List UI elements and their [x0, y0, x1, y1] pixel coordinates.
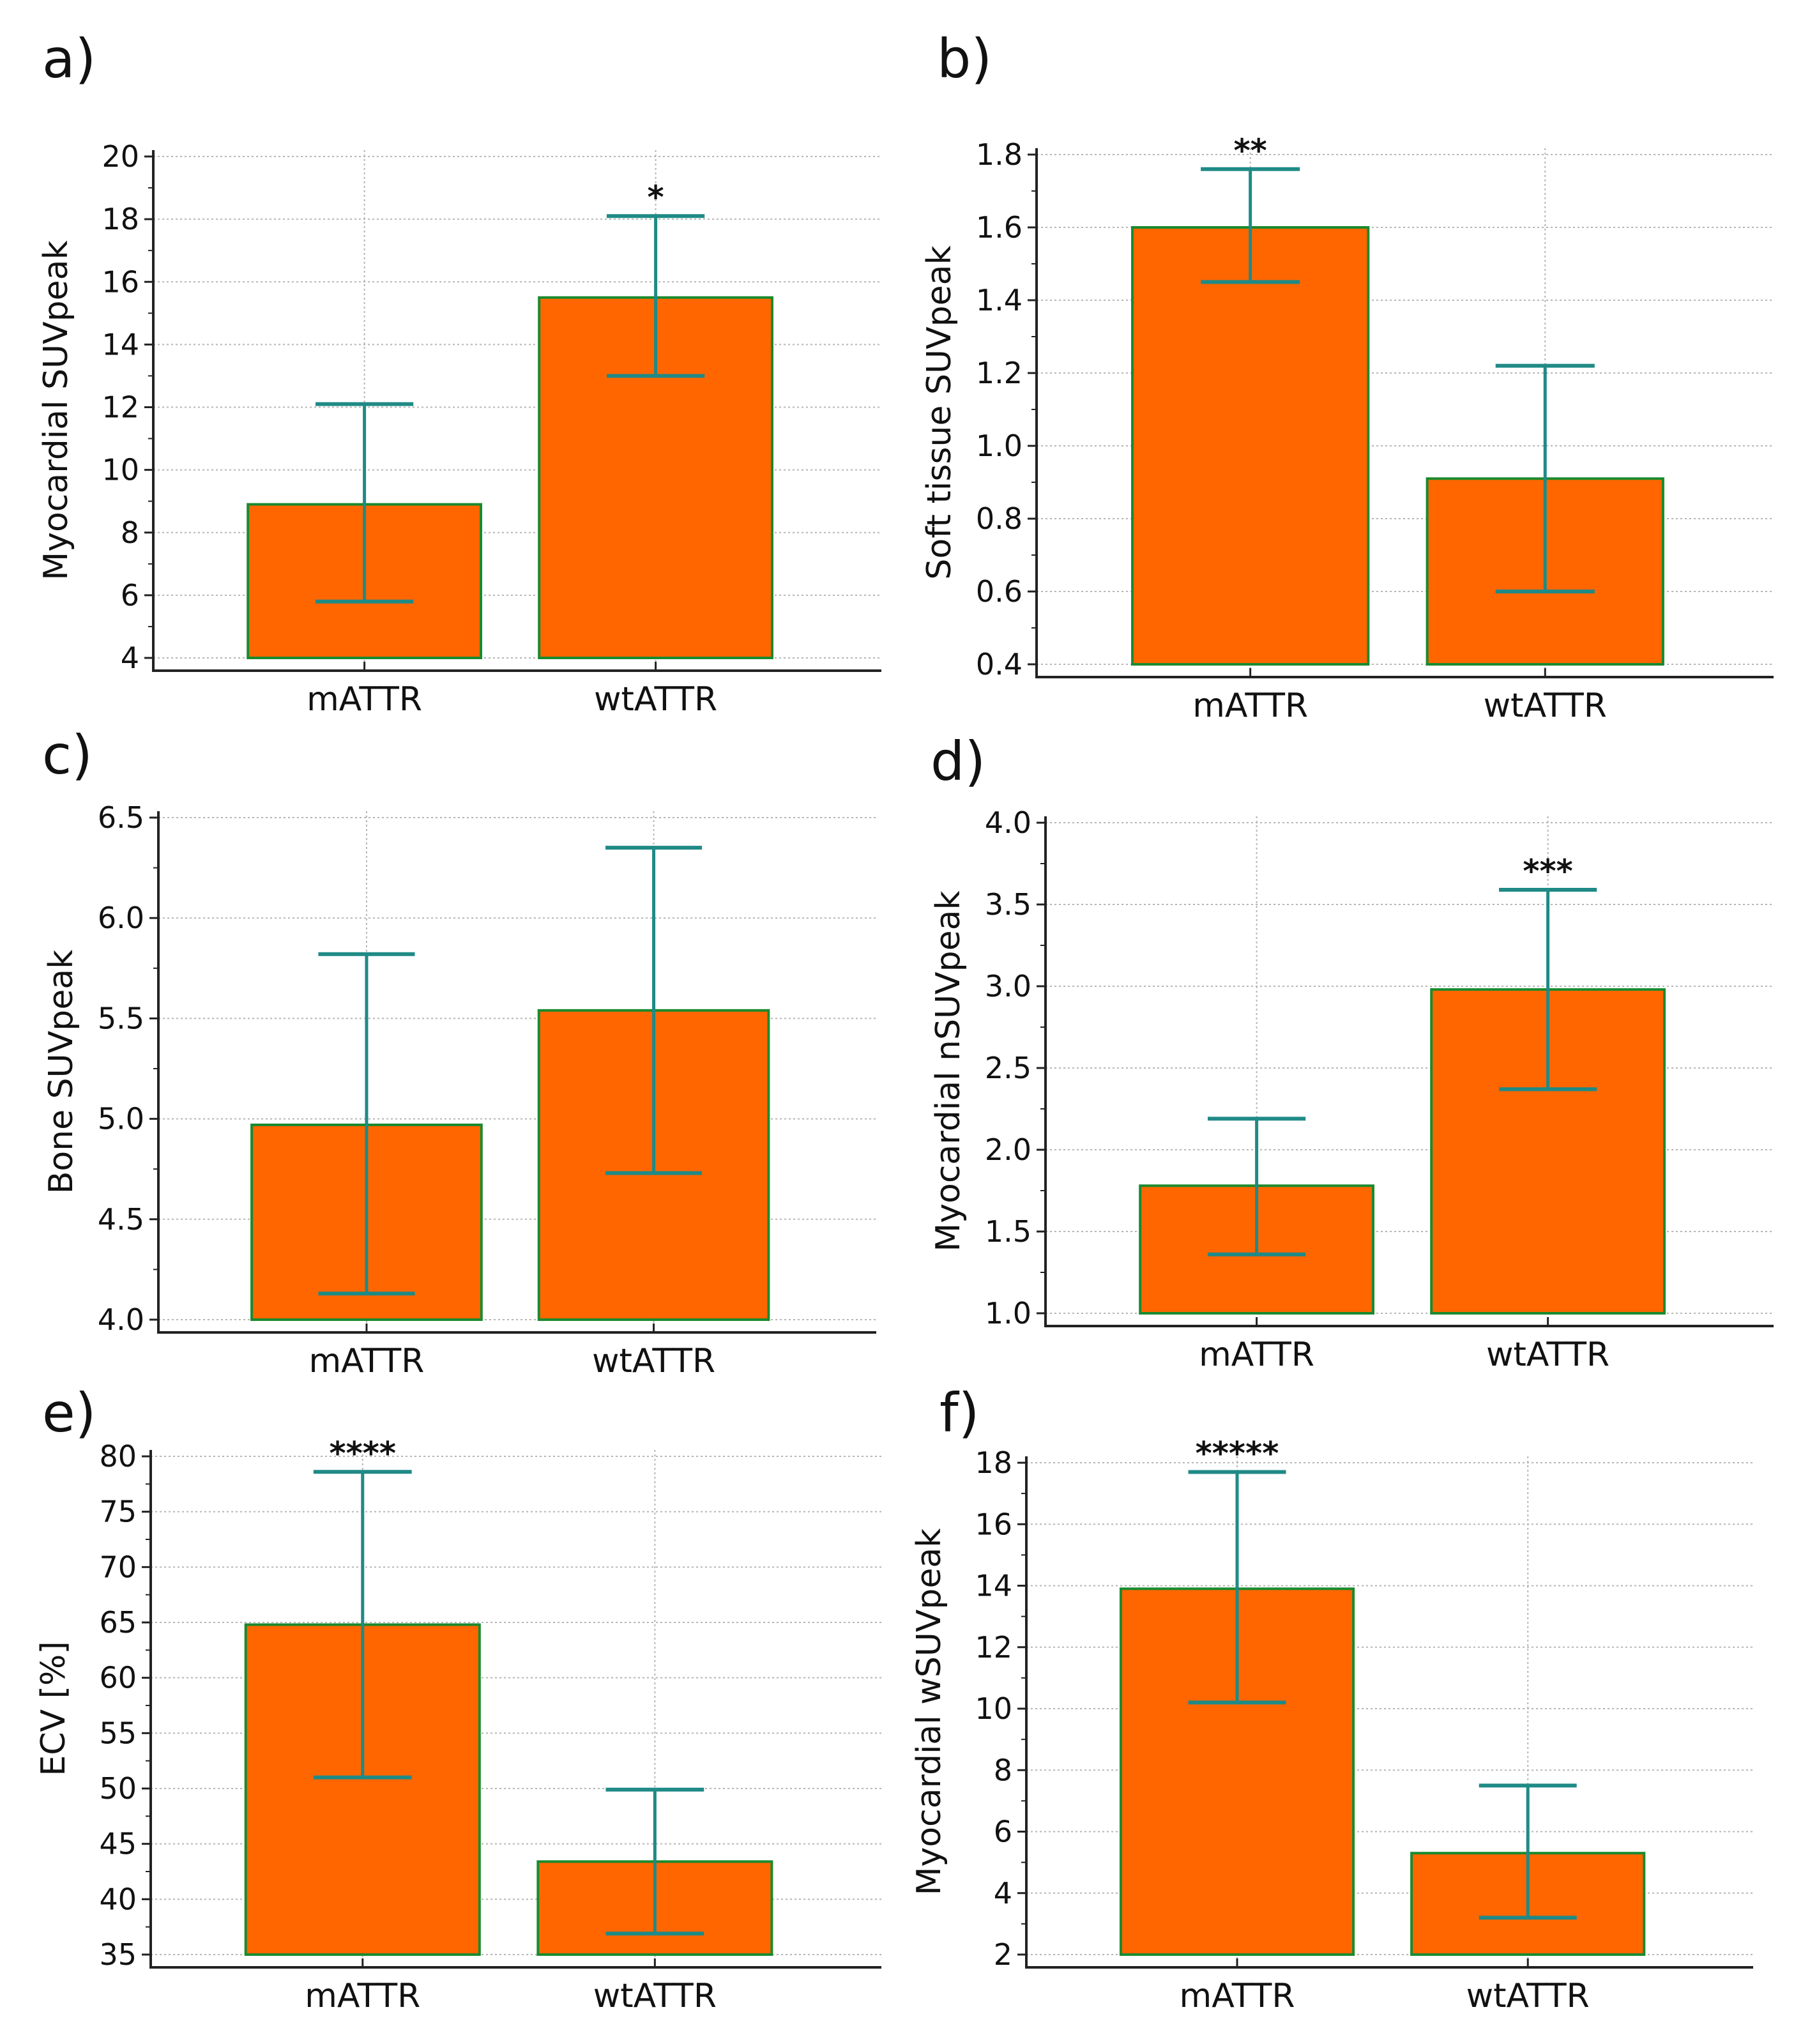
y-tick-label: 1.6: [976, 210, 1023, 245]
chart-c-svg: 4.0 4.5 5.0 5.5 6.0 6.5 mATTR wtATTR Bone SUVpea…: [42, 800, 876, 1380]
y-tick-label: 16: [102, 264, 139, 299]
chart-a-svg: * 4 6 8 10 12 14 16 18 20 mATTR wtATTR Myocardial SU…: [37, 139, 881, 719]
significance-marker-mATTR: **: [1234, 132, 1267, 169]
y-axis-label: Bone SUVpeak: [42, 950, 80, 1194]
y-tick-label: 80: [99, 1439, 137, 1474]
panel-label-d: d): [931, 730, 986, 793]
significance-marker-mATTR: ****: [329, 1435, 396, 1472]
y-tick-label: 4.0: [98, 1302, 144, 1337]
x-category-label-wtATTR: wtATTR: [1484, 687, 1607, 725]
y-tick-label: 4: [121, 641, 139, 675]
x-category-label-wtATTR: wtATTR: [593, 1977, 717, 2015]
y-axis-label: Soft tissue SUVpeak: [920, 245, 959, 579]
x-category-label-wtATTR: wtATTR: [1486, 1336, 1609, 1374]
y-tick-label: 6: [121, 578, 139, 613]
chart-f-svg: ***** 2 4 6 8 10 12 14 16 18 mATTR wtATTR Myocardial…: [910, 1435, 1753, 2015]
chart-panel-d: d) *** 1.0 1.5 2.0 2.5 3.0 3.5 4.0 mATTR wtATTR My…: [905, 703, 1810, 1374]
y-tick-label: 18: [975, 1445, 1012, 1480]
y-tick-label: 6: [994, 1815, 1012, 1849]
chart-panel-c: c) 4.0 4.5 5.0 5.5 6.0 6.5 mATTR wtATTR Bone SUV…: [0, 703, 905, 1380]
y-tick-label: 0.6: [976, 574, 1023, 609]
y-tick-label: 70: [99, 1550, 137, 1584]
x-category-label-wtATTR: wtATTR: [592, 1342, 715, 1380]
y-tick-label: 3.5: [985, 887, 1031, 922]
y-tick-label: 1.2: [976, 356, 1023, 390]
y-tick-label: 1.5: [985, 1214, 1031, 1249]
y-tick-label: 10: [975, 1691, 1012, 1726]
y-tick-label: 4.5: [98, 1202, 144, 1237]
x-category-label-wtATTR: wtATTR: [1466, 1977, 1590, 2015]
y-tick-label: 18: [102, 202, 139, 236]
y-tick-label: 1.0: [976, 429, 1023, 463]
y-tick-label: 0.4: [976, 647, 1023, 682]
y-tick-label: 5.0: [98, 1102, 144, 1136]
y-tick-label: 10: [102, 453, 139, 487]
significance-marker-mATTR: *****: [1196, 1435, 1279, 1472]
y-tick-label: 20: [102, 139, 139, 174]
y-tick-label: 4.0: [985, 805, 1031, 840]
y-tick-label: 3.0: [985, 969, 1031, 1003]
y-tick-label: 75: [99, 1495, 137, 1529]
panel-label-b: b): [937, 27, 992, 90]
y-tick-label: 2: [994, 1937, 1012, 1972]
y-tick-label: 1.8: [976, 137, 1023, 172]
y-tick-label: 2.5: [985, 1051, 1031, 1085]
chart-panel-b: b) ** 0.4 0.6 0.8 1.0 1.2 1.4 1.6 1.8 mATTR wtATTR…: [905, 0, 1810, 735]
y-tick-label: 6.0: [98, 901, 144, 935]
bar-mATTR: [1131, 226, 1370, 666]
significance-marker-wtATTR: ***: [1523, 853, 1572, 890]
y-tick-label: 14: [975, 1569, 1012, 1603]
y-tick-label: 5.5: [98, 1001, 144, 1035]
chart-panel-e: e) **** 35 40 45 50 55 60 65 70 75 80 mATTR wtATTR EC…: [0, 1373, 905, 2044]
y-tick-label: 50: [99, 1771, 137, 1806]
y-tick-label: 12: [102, 390, 139, 425]
y-tick-label: 8: [121, 515, 139, 550]
y-tick-label: 2.0: [985, 1133, 1031, 1167]
y-tick-label: 55: [99, 1716, 137, 1750]
y-tick-label: 60: [99, 1661, 137, 1695]
panel-label-f: f): [939, 1382, 980, 1444]
panel-label-a: a): [42, 27, 96, 90]
x-category-label-mATTR: mATTR: [308, 1342, 424, 1380]
y-tick-label: 14: [102, 327, 139, 362]
significance-marker-wtATTR: *: [648, 179, 664, 216]
x-category-label-mATTR: mATTR: [1192, 687, 1308, 725]
y-tick-label: 1.0: [985, 1296, 1031, 1331]
y-axis-label: Myocardial wSUVpeak: [910, 1529, 948, 1896]
y-tick-label: 1.4: [976, 283, 1023, 317]
y-axis-label: Myocardial SUVpeak: [37, 240, 75, 580]
y-tick-label: 40: [99, 1882, 137, 1916]
x-category-label-wtATTR: wtATTR: [594, 680, 717, 719]
panel-label-c: c): [42, 724, 93, 786]
y-tick-label: 6.5: [98, 800, 144, 835]
chart-e-svg: **** 35 40 45 50 55 60 65 70 75 80 mATTR wtATTR ECV […: [34, 1435, 881, 2015]
y-axis-label: Myocardial nSUVpeak: [929, 890, 968, 1251]
chart-panel-a: a) * 4 6 8 10 12 14 16 18 20 mATTR wtATTR Myocardial…: [0, 0, 905, 735]
y-tick-label: 0.8: [976, 501, 1023, 536]
chart-b-svg: ** 0.4 0.6 0.8 1.0 1.2 1.4 1.6 1.8 mATTR wtATTR Sof…: [920, 132, 1774, 725]
x-category-label-mATTR: mATTR: [305, 1977, 420, 2015]
x-category-label-mATTR: mATTR: [1180, 1977, 1295, 2015]
chart-panel-f: f) ***** 2 4 6 8 10 12 14 16 18 mATTR wtATTR Myocard…: [905, 1373, 1810, 2044]
y-tick-label: 35: [99, 1937, 137, 1972]
y-tick-label: 16: [975, 1507, 1012, 1541]
chart-d-svg: *** 1.0 1.5 2.0 2.5 3.0 3.5 4.0 mATTR wtATTR Myoca…: [929, 805, 1774, 1374]
y-tick-label: 12: [975, 1630, 1012, 1665]
panel-label-e: e): [42, 1382, 96, 1444]
y-axis-label: ECV [%]: [34, 1641, 73, 1776]
y-tick-label: 45: [99, 1827, 137, 1861]
y-tick-label: 8: [994, 1753, 1012, 1787]
x-category-label-mATTR: mATTR: [307, 680, 422, 719]
y-tick-label: 4: [994, 1876, 1012, 1911]
x-category-label-mATTR: mATTR: [1199, 1336, 1314, 1374]
y-tick-label: 65: [99, 1605, 137, 1640]
